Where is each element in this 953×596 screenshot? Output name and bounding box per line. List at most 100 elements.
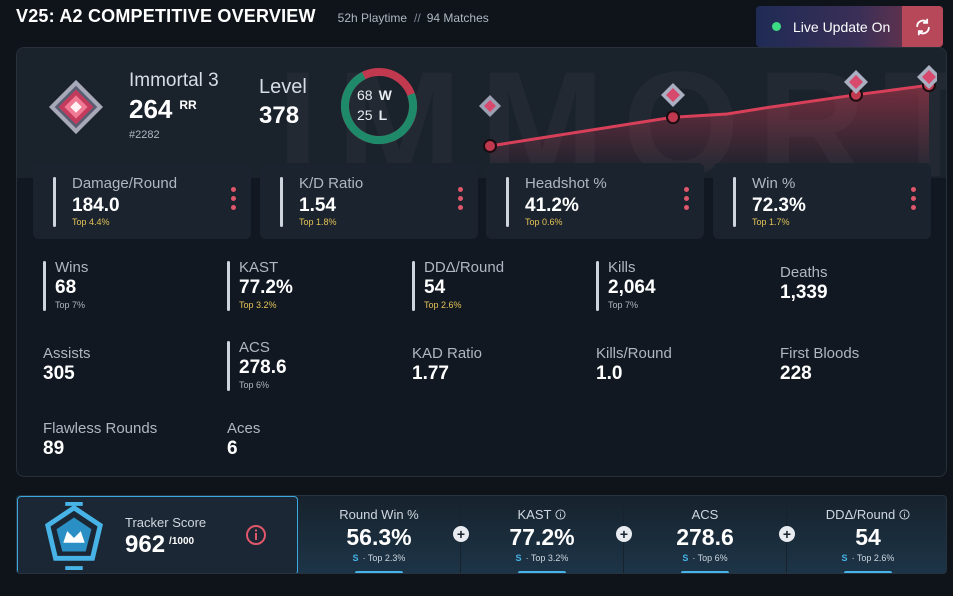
stat-percentile: Top 2.6% <box>424 300 462 310</box>
more-options-icon[interactable] <box>684 187 690 213</box>
wins-count: 68 W <box>357 87 392 103</box>
stat-accent-bar <box>227 341 230 391</box>
stat-value: 77.2% <box>239 277 293 298</box>
stat-value: 184.0 <box>72 195 120 216</box>
stat-kast: KAST 77.2% Top 3.2% <box>227 259 293 311</box>
tracker-cell-bar <box>844 571 892 573</box>
stat-percentile: Top 1.7% <box>752 217 790 227</box>
stat-accent-bar <box>280 177 283 227</box>
tracker-cell-label: ACS <box>691 507 719 522</box>
stat-accent-bar <box>506 177 509 227</box>
live-status-dot <box>772 22 781 31</box>
page-title: V25: A2 COMPETITIVE OVERVIEW <box>16 6 316 26</box>
plus-icon[interactable]: + <box>779 526 795 542</box>
tracker-cell-bar <box>681 571 729 573</box>
losses-count: 25 L <box>357 107 388 123</box>
rank-history-chart <box>479 65 937 173</box>
stat-percentile: Top 6% <box>239 380 270 390</box>
stat-card-kd-ratio[interactable]: K/D Ratio 1.54 Top 1.8% <box>260 163 478 239</box>
tracker-cell-percentile: S · Top 3.2% <box>515 553 569 563</box>
stat-label: KAST <box>239 259 279 276</box>
stat-acs: ACS 278.6 Top 6% <box>227 339 287 391</box>
more-options-icon[interactable] <box>911 187 917 213</box>
stat-value: 1.77 <box>412 363 449 384</box>
rank-name: Immortal 3 <box>129 70 219 91</box>
info-icon[interactable] <box>555 509 567 520</box>
stat-value: 305 <box>43 363 75 384</box>
stat-label: Aces <box>227 420 261 437</box>
stat-label: Wins <box>55 259 89 276</box>
stat-kad-ratio: KAD Ratio 1.77 <box>412 345 482 385</box>
tracker-cell-bar <box>355 571 403 573</box>
immortal-rank-icon <box>48 79 104 135</box>
stat-label: ACS <box>239 339 270 356</box>
stat-deaths: Deaths 1,339 <box>780 264 828 304</box>
matches-text: 94 Matches <box>426 11 489 25</box>
meta-separator: // <box>414 11 421 25</box>
stat-accent-bar <box>733 177 736 227</box>
live-update-label: Live Update On <box>793 18 891 35</box>
stat-value: 278.6 <box>239 357 287 378</box>
stat-value: 89 <box>43 438 65 459</box>
plus-icon[interactable]: + <box>453 526 469 542</box>
level-value: 378 <box>259 102 300 129</box>
level-label: Level <box>259 76 307 98</box>
rank-badge-icon <box>917 65 937 89</box>
rank-badge-icon <box>479 95 501 117</box>
stat-aces: Aces 6 <box>227 420 260 460</box>
tracker-score-max: /1000 <box>169 536 195 547</box>
stat-value: 6 <box>227 438 238 459</box>
tracker-score-display: 962 /1000 <box>125 531 194 559</box>
more-options-icon[interactable] <box>458 187 464 213</box>
info-icon[interactable] <box>245 524 267 546</box>
stat-label: Kills/Round <box>596 345 672 362</box>
playtime-text: 52h Playtime <box>337 11 408 25</box>
leaderboard-rank: #2282 <box>129 129 160 141</box>
stat-card-damage-round[interactable]: Damage/Round 184.0 Top 4.4% <box>33 163 251 239</box>
stat-flawless-rounds: Flawless Rounds 89 <box>43 420 157 460</box>
tracker-score-bar: Tracker Score 962 /1000 Round Win % 56.3… <box>16 495 947 574</box>
tracker-cell-percentile: S · Top 6% <box>682 553 728 563</box>
tracker-cell-value: 278.6 <box>676 524 734 550</box>
stat-label: DDΔ/Round <box>424 259 505 276</box>
overview-card: IMMORTAL Immortal 3 264 RR #2282 Level 3… <box>16 47 947 477</box>
tracker-cell-acs: ACS 278.6 S · Top 6% <box>624 496 786 573</box>
tracker-cell-value: 77.2% <box>509 524 575 550</box>
stat-accent-bar <box>412 261 415 311</box>
tracker-cell-bar <box>518 571 566 573</box>
stat-accent-bar <box>227 261 230 311</box>
plus-icon[interactable]: + <box>616 526 632 542</box>
stat-card-headshot[interactable]: Headshot % 41.2% Top 0.6% <box>486 163 704 239</box>
tracker-score-label: Tracker Score <box>125 515 207 530</box>
stat-value: 68 <box>55 277 77 298</box>
info-icon[interactable] <box>899 509 910 520</box>
page-header: V25: A2 COMPETITIVE OVERVIEW 52h Playtim… <box>16 6 489 28</box>
stat-value: 1,339 <box>780 282 828 303</box>
stat-value: 41.2% <box>525 195 579 216</box>
stat-value: 72.3% <box>752 195 806 216</box>
stat-percentile: Top 7% <box>55 300 86 310</box>
stat-dda-round: DDΔ/Round 54 Top 2.6% <box>412 259 505 311</box>
stat-value: 228 <box>780 363 812 384</box>
rank-point[interactable] <box>666 110 680 125</box>
rr-value: 264 <box>129 94 173 124</box>
rank-hero: IMMORTAL Immortal 3 264 RR #2282 Level 3… <box>17 48 946 178</box>
rank-point[interactable] <box>483 139 497 153</box>
stat-wins: Wins 68 Top 7% <box>43 259 89 311</box>
stat-label: First Bloods <box>780 345 860 362</box>
stat-card-win-pct[interactable]: Win % 72.3% Top 1.7% <box>713 163 931 239</box>
live-update-button[interactable]: Live Update On <box>756 6 943 47</box>
tracker-cell-round-win: Round Win % 56.3% S · Top 2.3% <box>298 496 460 573</box>
tracker-cell-kast: KAST 77.2% S · Top 3.2% <box>461 496 623 573</box>
stat-label: Assists <box>43 345 91 362</box>
rank-badge-icon <box>844 70 868 94</box>
stat-label: Headshot % <box>525 175 607 192</box>
refresh-icon[interactable] <box>902 6 943 47</box>
tracker-cell-dda-round: DDΔ/Round 54 S · Top 2.6% <box>787 496 946 573</box>
stat-percentile: Top 1.8% <box>299 217 337 227</box>
stat-first-bloods: First Bloods 228 <box>780 345 859 385</box>
stat-accent-bar <box>596 261 599 311</box>
more-options-icon[interactable] <box>231 187 237 213</box>
stat-accent-bar <box>53 177 56 227</box>
stat-value: 2,064 <box>608 277 656 298</box>
